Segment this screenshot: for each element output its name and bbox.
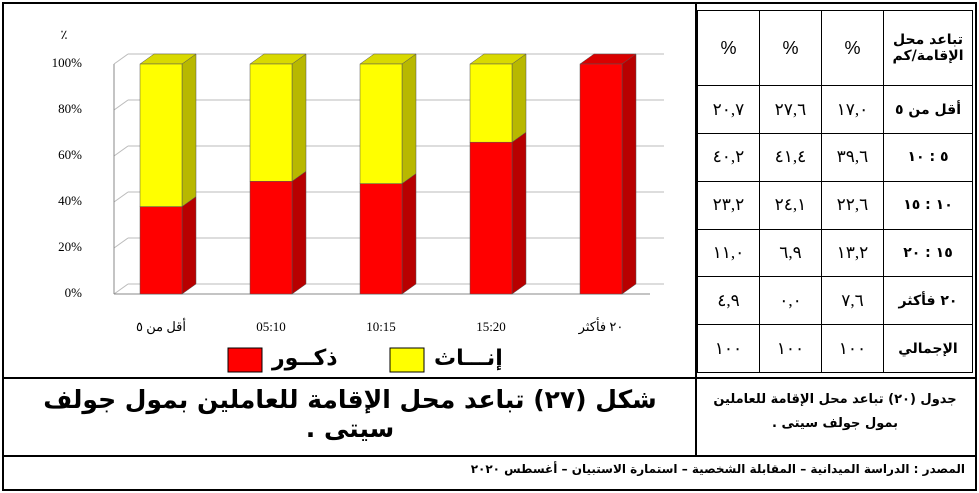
x-tick-label: 05:10 [256, 319, 286, 334]
grid-line-depth [113, 283, 129, 295]
bar [469, 63, 513, 143]
table-cell: ٤٠,٢ [697, 132, 760, 182]
figure-caption: شكل (٢٧) تباعد محل الإقامة للعاملين بمول… [43, 385, 657, 443]
table-cell: ٥ : ١٠ [883, 132, 973, 182]
grid-line-depth [113, 145, 129, 157]
bar [579, 63, 623, 295]
header-cell: % [821, 9, 884, 87]
bar-side [181, 196, 197, 295]
grid-line-depth [113, 99, 129, 111]
bar [139, 206, 183, 295]
legend-label: ذكــور [271, 346, 338, 371]
bar-side [401, 173, 417, 295]
table-cell: ٣٩,٦ [821, 132, 884, 182]
bar-side [181, 53, 197, 208]
bar-side [291, 53, 307, 182]
y-tick-label: 40% [58, 193, 82, 208]
table-cell: ١٠ : ١٥ [883, 180, 973, 230]
legend-swatch [227, 347, 263, 373]
header-cell: % [759, 9, 822, 87]
table-row: أقل من ٥ ١٧,٠ ٢٧,٦ ٢٠,٧ [697, 85, 973, 134]
divider [695, 4, 697, 455]
table-cell: ٠,٠ [759, 276, 822, 326]
table-cell: أقل من ٥ [883, 85, 973, 134]
bar [139, 63, 183, 207]
bar-side [401, 53, 417, 185]
table-row: ٥ : ١٠ ٣٩,٦ ٤١,٤ ٤٠,٢ [697, 132, 973, 182]
legend-swatch [389, 347, 425, 373]
table-cell: ١٣,٢ [821, 228, 884, 278]
table-cell: ٢٧,٦ [759, 85, 822, 134]
divider [4, 377, 975, 379]
chart: ٪ 0% 20% 40% 60% 80% 100% أقل من ٥ 05:10 10:15 15… [52, 27, 664, 373]
table-cell: الإجمالي [883, 324, 973, 373]
table-cell: ٤,٩ [697, 276, 760, 326]
y-axis-unit: ٪ [61, 27, 68, 42]
y-tick-label: 20% [58, 239, 82, 254]
table-row: الإجمالي ١٠٠ ١٠٠ ١٠٠ [697, 324, 973, 373]
y-tick-label: 60% [58, 147, 82, 162]
x-tick-label: 15:20 [476, 319, 506, 334]
grid-line-depth [113, 53, 129, 65]
table-cell: ١١,٠ [697, 228, 760, 278]
bar [249, 63, 293, 182]
table-cell: ٢٠,٧ [697, 85, 760, 134]
x-tick-label: 10:15 [366, 319, 396, 334]
table-row: ٢٠ فأكثر ٧,٦ ٠,٠ ٤,٩ [697, 276, 973, 326]
y-tick-label: 80% [58, 101, 82, 116]
table-cell: ٢٤,١ [759, 180, 822, 230]
table-cell: ٢٢,٦ [821, 180, 884, 230]
bar [249, 181, 293, 295]
header-cell: تباعد محل الإقامة/كم [883, 9, 973, 87]
table-cell: ١٠٠ [759, 324, 822, 373]
bar [469, 141, 513, 295]
table-cell: ٦,٩ [759, 228, 822, 278]
table-cell: ١٥ : ٢٠ [883, 228, 973, 278]
table-cell: ٢٠ فأكثر [883, 276, 973, 326]
table-cell: ٧,٦ [821, 276, 884, 326]
bar [359, 183, 403, 295]
source-note: المصدر : الدراسة الميدانية – المقابلة ال… [470, 462, 965, 476]
x-tick-label: ٢٠ فأكثر [578, 317, 624, 335]
bar [359, 63, 403, 184]
x-tick-label: أقل من ٥ [136, 318, 186, 335]
table-cell: ١٠٠ [821, 324, 884, 373]
table: تباعد محل الإقامة/كم%%% أقل من ٥ ١٧,٠ ٢٧,٦ ٢… [697, 9, 973, 373]
grid-line-depth [113, 237, 129, 249]
bar-side [511, 131, 527, 295]
divider [4, 455, 975, 457]
table-cell: ١٧,٠ [821, 85, 884, 134]
table-cell: ٤١,٤ [759, 132, 822, 182]
y-tick-label: 0% [65, 285, 83, 300]
table-caption: جدول (٢٠) تباعد محل الإقامة للعاملين بمو… [713, 392, 957, 431]
header-cell: % [697, 9, 760, 87]
table-row: ١٠ : ١٥ ٢٢,٦ ٢٤,١ ٢٣,٢ [697, 180, 973, 230]
legend-label: إنـــاث [434, 346, 503, 371]
table-row: ١٥ : ٢٠ ١٣,٢ ٦,٩ ١١,٠ [697, 228, 973, 278]
grid-line-depth [113, 191, 129, 203]
table-cell: ٢٣,٢ [697, 180, 760, 230]
bar-side [621, 53, 637, 295]
y-tick-label: 100% [52, 55, 83, 70]
table-header-row: تباعد محل الإقامة/كم%%% [697, 9, 973, 87]
bar-side [511, 53, 527, 143]
bar-side [291, 170, 307, 295]
table-cell: ١٠٠ [697, 324, 760, 373]
